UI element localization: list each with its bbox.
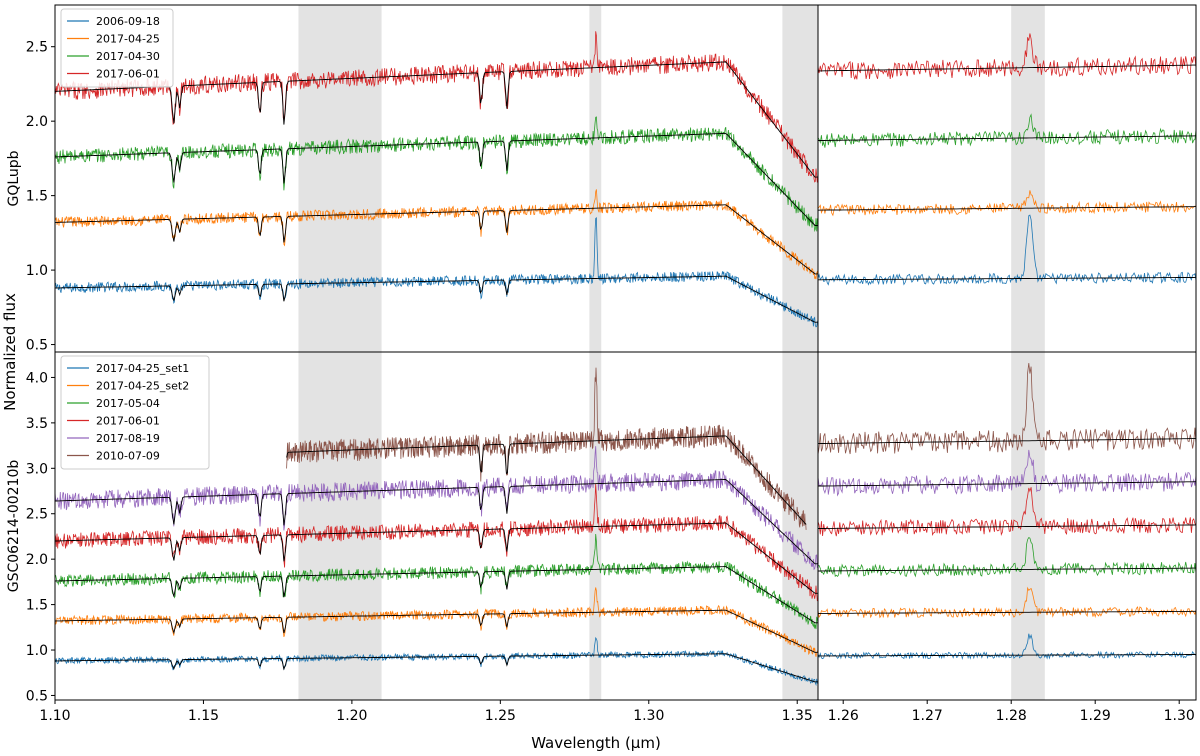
series-2006-09-18 [55, 216, 818, 328]
panel-frame [817, 4, 1197, 353]
panel-bottom-right: 1.26 1.27 1.28 1.29 1.30 [817, 351, 1197, 724]
x-tick-label: 1.35 [782, 708, 813, 724]
x-tick-label: 1.15 [188, 708, 219, 724]
y-tick-label: 1.5 [26, 189, 48, 205]
model-2017-06-01 [818, 64, 1196, 72]
series-2017-05-04 [818, 536, 1196, 578]
y-tick-label: 1.5 [26, 598, 48, 614]
x-tick-label: 1.26 [828, 708, 859, 724]
model-2010-07-09 [286, 435, 807, 525]
model-2017-08-19 [818, 481, 1196, 487]
y-tick-label: 2.5 [26, 40, 48, 56]
shaded-region-1 [589, 5, 602, 352]
model-2017-04-25 [55, 204, 818, 275]
series-2017-04-25_set2 [55, 587, 818, 657]
series-2010-07-09 [286, 367, 807, 530]
y-tick-label: 2.0 [26, 114, 48, 130]
panels: 0.5 1.0 1.5 2.0 2.5 GQLupb 2006-09-18 2017-04-2… [6, 4, 1197, 724]
model-2006-09-18 [55, 275, 818, 323]
model-2017-06-01 [55, 522, 818, 594]
y-tick-label: 0.5 [26, 688, 48, 704]
shaded-region-0 [1011, 5, 1045, 352]
series-2006-09-18 [818, 214, 1196, 286]
series-2017-08-19 [818, 449, 1196, 497]
legend: 2017-04-25_set1 2017-04-25_set2 2017-05-04… [60, 355, 210, 470]
series-2017-04-25_set1 [818, 633, 1196, 660]
y-tick-label: 3.5 [26, 416, 48, 432]
series-2010-07-09 [818, 362, 1196, 455]
y-tick-label: 4.0 [26, 370, 48, 386]
x-tick-label: 1.10 [39, 708, 70, 724]
legend-entry: 2017-04-25_set1 [96, 362, 189, 375]
panel-ylabel: GSC06214-00210b [6, 460, 22, 593]
legend-entry: 2017-06-01 [96, 68, 160, 81]
y-axis-label: Normalized flux [1, 293, 19, 411]
y-tick-label: 3.0 [26, 461, 48, 477]
model-2017-04-25_set2 [55, 609, 818, 653]
model-2017-04-30 [818, 135, 1196, 141]
model-2017-04-30 [55, 132, 818, 226]
legend-box [60, 355, 210, 470]
x-tick-label: 1.28 [996, 708, 1027, 724]
y-tick-label: 1.0 [26, 643, 48, 659]
panel-top-right [817, 4, 1197, 353]
legend-entry: 2017-06-01 [96, 415, 160, 428]
plot-area [818, 352, 1196, 700]
legend-entry: 2017-04-25_set2 [96, 380, 189, 393]
x-axis-label: Wavelength (µm) [531, 734, 661, 752]
x-tick-label: 1.29 [1080, 708, 1111, 724]
legend-entry: 2017-04-25 [96, 33, 160, 46]
model-2017-04-25_set2 [818, 610, 1196, 614]
legend-entry: 2017-08-19 [96, 432, 160, 445]
x-tick-label: 1.30 [633, 708, 664, 724]
legend-box [60, 8, 174, 88]
model-2017-06-01 [818, 524, 1196, 529]
x-tick-label: 1.27 [912, 708, 943, 724]
x-tick-label: 1.30 [1164, 708, 1195, 724]
series-2017-04-25_set1 [55, 636, 818, 687]
x-tick-label: 1.25 [485, 708, 516, 724]
y-tick-label: 1.0 [26, 263, 48, 279]
legend-entry: 2017-04-30 [96, 50, 160, 63]
model-2017-05-04 [818, 567, 1196, 572]
legend-entry: 2006-09-18 [96, 15, 160, 28]
panel-frame [817, 351, 1197, 701]
model-2006-09-18 [818, 276, 1196, 281]
panel-bottom-left: 0.5 1.0 1.5 2.0 2.5 3.0 3.5 4.0 1.10 1.15 1.20 1.25… [6, 351, 819, 724]
x-tick-label: 1.20 [336, 708, 367, 724]
model-2017-04-25_set1 [818, 654, 1196, 657]
series-2017-06-01 [818, 487, 1196, 537]
shaded-region-2 [782, 5, 818, 352]
plot-area [818, 5, 1196, 352]
series-2017-06-01 [818, 33, 1196, 80]
model-2017-08-19 [55, 479, 818, 565]
plot-area [55, 5, 818, 352]
shaded-region-0 [298, 5, 382, 352]
series-2017-06-01 [55, 483, 818, 602]
series-2017-08-19 [55, 446, 818, 571]
shaded-region-1 [589, 352, 602, 700]
y-tick-label: 2.0 [26, 552, 48, 568]
series-2017-04-30 [55, 116, 818, 233]
panel-ylabel: GQLupb [6, 150, 22, 206]
plot-area [55, 352, 818, 700]
model-2017-04-25_set1 [55, 653, 818, 683]
model-2017-05-04 [55, 566, 818, 624]
legend-entry: 2010-07-09 [96, 450, 160, 463]
series-2017-04-30 [818, 113, 1196, 148]
series-2017-04-25 [55, 189, 818, 280]
model-2017-04-25 [818, 206, 1196, 211]
model-2017-06-01 [55, 61, 818, 178]
series-2017-04-25 [818, 190, 1196, 217]
y-tick-label: 2.5 [26, 507, 48, 523]
legend-entry: 2017-05-04 [96, 397, 160, 410]
panel-top-left: 0.5 1.0 1.5 2.0 2.5 GQLupb 2006-09-18 2017-04-2… [6, 4, 819, 354]
model-2010-07-09 [818, 438, 1196, 445]
y-tick-label: 0.5 [26, 338, 48, 354]
legend: 2006-09-18 2017-04-25 2017-04-30 2017-06-01 [60, 8, 174, 88]
